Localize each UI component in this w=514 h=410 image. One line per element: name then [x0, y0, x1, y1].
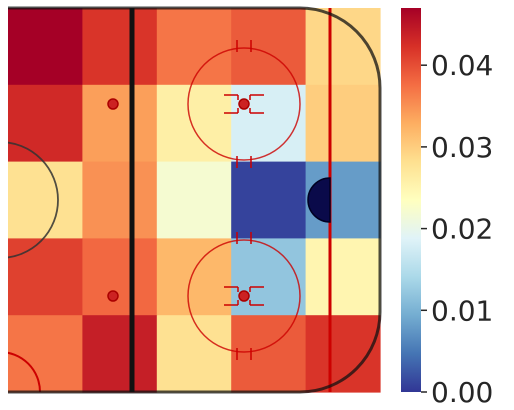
heatmap-cell-r0-c2: [156, 8, 232, 86]
heatmap-cell-r3-c1: [82, 238, 158, 316]
colorbar-tick-label: 0.01: [431, 294, 493, 327]
heatmap-cell-r2-c3: [231, 161, 307, 239]
heatmap-cell-r0-c1: [82, 8, 158, 86]
colorbar-ticks: 0.00 0.01 0.02 0.03 0.04: [421, 49, 493, 409]
heatmap-cell-r4-c3: [231, 315, 307, 393]
colorbar-tick-label: 0.02: [431, 213, 493, 246]
heatmap-cell-r2-c2: [156, 161, 232, 239]
heatmap-cell-r3-c4: [305, 238, 381, 316]
faceoff-dots: [107, 98, 250, 302]
heatmap-cell-r1-c4: [305, 84, 381, 163]
heatmap-cell-r1-c1: [82, 84, 158, 163]
heatmap-cell-r1-c2: [156, 84, 232, 163]
heatmap-cell-r2-c1: [82, 161, 158, 239]
colorbar-tick-label: 0.03: [431, 131, 493, 164]
goal-crease: [307, 177, 331, 223]
heatmap-cell-r1-c0: [8, 84, 83, 163]
hash-marks-bottom: [224, 232, 264, 360]
colorbar: [401, 8, 421, 392]
rink-boards: [8, 6, 382, 394]
heatmap-cell-r3-c3: [231, 238, 307, 316]
heatmap-cell-r2-c0: [8, 161, 83, 239]
colorbar-tick-label: 0.00: [431, 376, 493, 409]
colorbar-tick-label: 0.04: [431, 49, 493, 82]
center-circle: [8, 141, 59, 259]
heatmap-cell-r3-c0: [8, 238, 83, 316]
heatmap-cell-r0-c3: [231, 8, 307, 86]
faceoff-circle-bottom: [187, 239, 301, 353]
heatmap-cell-r4-c2: [156, 315, 232, 393]
faceoff-circle-top: [187, 47, 301, 161]
heatmap-cell-r4-c0: [8, 315, 83, 393]
rink-overlay: [8, 8, 332, 392]
heatmap-cell-r1-c3: [231, 84, 307, 163]
hash-marks-top: [224, 40, 264, 168]
heatmap-cell-r3-c2: [156, 238, 232, 316]
heatmap-cell-r0-c0: [8, 8, 83, 86]
heatmap-cell-r4-c1: [82, 315, 158, 393]
